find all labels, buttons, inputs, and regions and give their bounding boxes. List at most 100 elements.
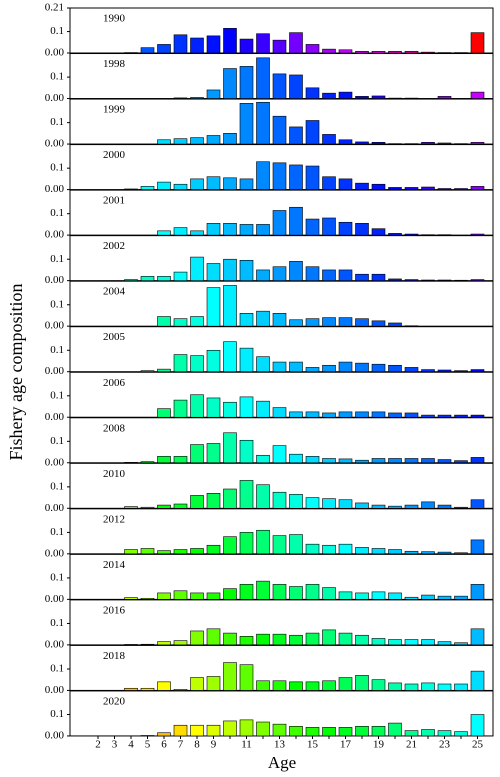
- bar: [190, 355, 204, 373]
- y-tick-label: 0.1: [50, 25, 64, 37]
- panel-title: 2020: [103, 695, 126, 707]
- bar: [256, 101, 270, 145]
- bar: [338, 139, 353, 145]
- bar: [322, 727, 336, 737]
- x-tick-label: 3: [112, 738, 118, 750]
- bar: [272, 445, 287, 464]
- bar: [305, 727, 320, 737]
- panel-title: 2002: [103, 240, 125, 252]
- bar: [470, 369, 485, 373]
- bar: [190, 592, 204, 600]
- bar: [388, 322, 402, 327]
- y-tick-label: 0.00: [45, 138, 65, 150]
- bar: [190, 394, 204, 418]
- bar: [470, 714, 485, 737]
- bar: [173, 590, 188, 600]
- bar: [355, 411, 369, 418]
- bar: [338, 317, 353, 327]
- bar: [322, 176, 336, 190]
- bar: [371, 411, 386, 418]
- bar: [206, 492, 221, 509]
- bar: [223, 341, 237, 373]
- bar: [371, 504, 386, 509]
- bar: [256, 400, 270, 418]
- bar: [388, 50, 402, 54]
- bar: [454, 460, 468, 464]
- x-tick-label: 17: [340, 738, 352, 750]
- bar: [355, 50, 369, 54]
- bar: [256, 721, 270, 737]
- bar: [239, 347, 254, 373]
- bar: [239, 439, 254, 464]
- bar: [256, 484, 270, 509]
- bar: [190, 230, 204, 236]
- bar: [338, 591, 353, 600]
- y-tick-label: 0.00: [45, 502, 65, 514]
- y-tick-label: 0.00: [45, 547, 65, 559]
- bar: [305, 367, 320, 373]
- bar: [173, 503, 188, 509]
- y-tick-label: 0.1: [50, 435, 64, 447]
- bar: [437, 459, 452, 464]
- bar: [157, 592, 171, 600]
- bar: [404, 458, 419, 464]
- bar: [272, 313, 287, 327]
- bar: [173, 399, 188, 418]
- bar: [305, 543, 320, 555]
- bar: [437, 279, 452, 281]
- panel-title: 2010: [103, 468, 126, 480]
- bar: [173, 354, 188, 373]
- bar: [256, 633, 270, 646]
- bar: [140, 597, 155, 600]
- bar: [388, 412, 402, 418]
- bar: [322, 544, 336, 555]
- bar: [124, 279, 138, 281]
- bar: [206, 223, 221, 236]
- y-tick-label: 0.1: [50, 617, 64, 629]
- bar: [256, 356, 270, 373]
- bar: [355, 223, 369, 236]
- bar: [223, 285, 237, 327]
- bar: [206, 628, 221, 646]
- bar: [355, 182, 369, 190]
- bar: [140, 687, 155, 691]
- x-tick-label: 9: [211, 738, 217, 750]
- bar: [190, 548, 204, 555]
- bar: [371, 458, 386, 464]
- bar: [124, 687, 138, 691]
- bar: [289, 74, 303, 99]
- bar: [272, 266, 287, 281]
- bar: [388, 187, 402, 190]
- bar: [157, 456, 171, 464]
- bar: [157, 276, 171, 281]
- bar: [355, 273, 369, 281]
- bar: [305, 411, 320, 418]
- bar: [421, 458, 435, 464]
- bar: [421, 414, 435, 418]
- bar: [470, 499, 485, 509]
- bar: [470, 457, 485, 464]
- bar: [322, 629, 336, 646]
- bar: [305, 456, 320, 464]
- bar: [371, 183, 386, 190]
- bar: [256, 310, 270, 327]
- panel-title: 2006: [103, 377, 126, 389]
- bar: [437, 551, 452, 555]
- panel-title: 2016: [103, 604, 126, 616]
- bar: [157, 44, 171, 54]
- x-tick-label: 23: [439, 738, 451, 750]
- y-tick-label: 0.1: [50, 298, 64, 310]
- bar: [305, 218, 320, 236]
- bar: [157, 408, 171, 418]
- bar: [206, 263, 221, 281]
- bar: [157, 681, 171, 691]
- bar: [272, 115, 287, 145]
- x-tick-label: 2: [95, 738, 101, 750]
- bar: [289, 411, 303, 418]
- bar: [454, 414, 468, 418]
- y-tick-label: 0.00: [45, 684, 65, 696]
- x-axis-label: Age: [268, 753, 296, 772]
- bar: [322, 587, 336, 600]
- bar: [206, 544, 221, 555]
- y-tick-label: 0.00: [45, 456, 65, 468]
